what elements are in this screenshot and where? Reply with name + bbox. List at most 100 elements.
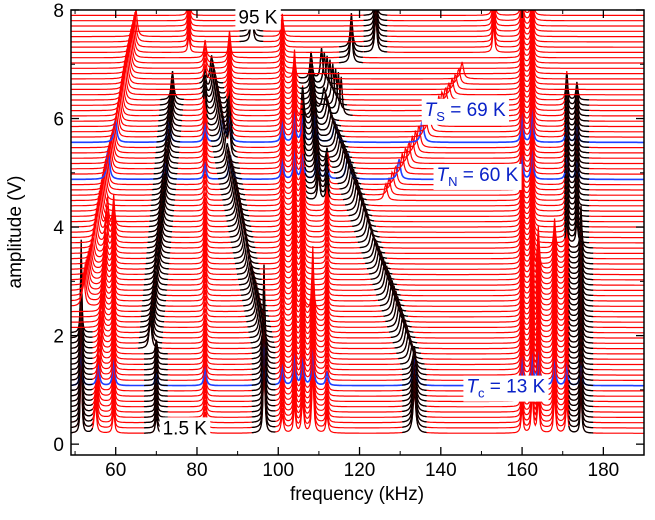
plot-frame [70,9,645,456]
tracked-resonance-segment [314,55,339,90]
resonance-trace [71,239,644,334]
temperature-label: 95 K [238,8,277,29]
resonance-trace [71,10,644,16]
resonance-trace [71,247,644,302]
tracked-resonance-segment [199,55,224,84]
tracked-resonance-segment [387,301,412,328]
x-axis-title: frequency (kHz) [290,484,424,505]
tracked-resonance-segment [305,160,331,189]
tracked-resonance-segment [363,10,388,32]
tracked-resonance-segment [402,346,427,376]
tracked-resonance-segment [377,275,403,301]
resonance-trace [71,10,644,32]
resonance-trace [71,10,644,27]
y-tick-label: 8 [53,1,64,22]
tracked-resonance-segment [303,126,329,162]
resonance-trace [71,256,644,323]
tracked-resonance-segment [239,10,264,43]
tracked-resonance-segment [304,140,330,173]
annotation-background [421,98,510,125]
resonance-trace [71,250,644,318]
resonance-trace [71,243,644,297]
tracked-resonance-segment [239,10,264,37]
tracked-resonance-segment [305,172,331,200]
resonance-trace [71,31,644,75]
tracked-resonance-segment [144,348,168,365]
resonance-trace [71,10,644,43]
tracked-resonance-segment [304,153,330,184]
resonance-trace [71,39,644,85]
label-symbol: T [437,165,450,186]
tracked-resonance-segment [374,265,399,291]
resonance-trace [71,251,644,307]
resonance-trace [71,64,644,112]
temperature-label: 1.5 K [163,418,208,439]
tracked-resonance-segment [215,143,239,164]
tracked-resonance-segment [363,10,388,37]
tracked-resonance-segment [390,313,416,339]
tracked-resonance-segment [144,339,168,355]
tracked-resonance-segment [363,10,388,27]
tracked-resonance-segment [305,168,331,195]
resonance-trace [71,70,644,117]
label-subscript: N [448,174,457,189]
transition-temperature-label: TN = 60 K [437,165,519,189]
tracked-resonance-segment [363,10,388,16]
x-tick-label: 140 [425,460,457,481]
annotation-background [235,6,281,30]
resonance-trace [71,35,644,80]
y-tick-label: 6 [53,110,64,131]
tracked-resonance-segment [237,260,262,281]
tracked-resonance-segment [339,13,363,48]
tracked-resonance-segment [311,73,337,109]
tracked-resonance-segment [320,63,345,101]
label-value: = 60 K [458,165,519,186]
trace-layer [71,10,644,434]
resonance-trace [71,262,644,329]
x-tick-label: 180 [588,460,620,481]
transition-temperature-label: Tc = 13 K [466,377,545,401]
resonance-trace [71,268,644,350]
x-tick-label: 160 [506,460,538,481]
tracked-resonance-segment [317,59,342,95]
tracked-resonance-segment [303,120,328,158]
resonance-trace [71,10,644,22]
annotation-background [463,375,549,402]
tracked-resonance-segment [383,290,408,317]
tracked-resonance-segment [311,51,336,85]
x-tick-label: 60 [105,460,126,481]
resonance-trace [71,248,644,339]
resonance-trace [71,246,644,313]
annotation-layer: 95 K1.5 KTS = 69 KTN = 60 KTc = 13 K [159,6,549,441]
tracked-resonance-segment [376,270,401,296]
resonance-trace [71,59,644,106]
y-tick-label: 0 [53,435,64,456]
annotation-background [159,417,211,441]
tracked-resonance-segment [381,285,407,312]
tracked-resonance-segment [214,123,238,158]
tracked-resonance-segment [372,261,397,286]
x-tick-label: 120 [344,460,376,481]
annotation-background [433,163,522,190]
tracked-resonance-segment [302,102,327,142]
tracked-resonance-segment [385,296,410,323]
label-subscript: S [436,109,445,124]
resonance-trace [71,44,644,91]
resonance-trace [71,49,644,96]
transition-temperature-label: TS = 69 K [425,100,506,124]
tracked-resonance-segment [304,146,330,179]
resonance-trace [71,28,644,69]
tracked-resonance-segment [160,71,184,101]
tracked-resonance-segment [363,10,388,22]
label-symbol: T [466,377,479,398]
label-symbol: T [425,100,438,121]
tracked-resonance-segment [302,114,328,153]
axis-ticks: 60 80 100 120 140 160 180 0 2 4 6 8 [53,1,645,481]
y-tick-label: 2 [53,327,64,348]
y-tick-label: 4 [53,218,64,239]
resonance-trace [71,10,644,38]
x-tick-label: 80 [186,460,207,481]
resonance-trace [71,258,644,344]
tracked-resonance-segment [239,10,264,32]
